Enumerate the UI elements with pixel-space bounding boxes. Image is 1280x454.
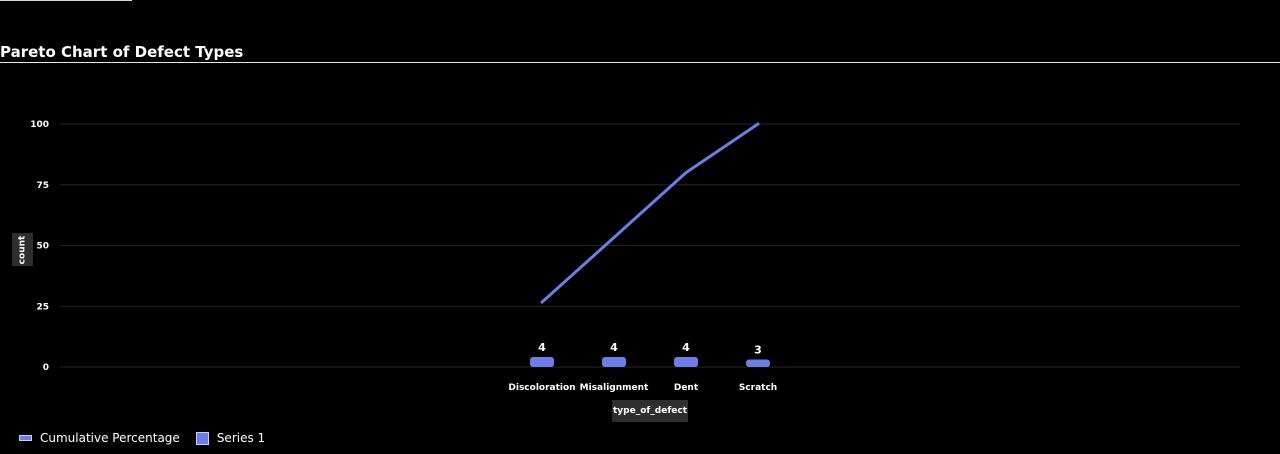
x-axis-title: type_of_defect [612, 400, 688, 422]
x-tick-label: Misalignment [580, 383, 649, 393]
legend-label-series-1: Series 1 [216, 431, 266, 445]
top-divider [0, 0, 132, 1]
chart-legend: Cumulative Percentage Series 1 [19, 431, 281, 445]
cumulative-percentage-line [540, 122, 760, 304]
box-swatch-icon [195, 431, 209, 445]
bar-data-label: 4 [610, 341, 618, 354]
y-tick-label: 50 [36, 242, 49, 252]
y-tick-label: 100 [30, 120, 49, 130]
title-divider [0, 62, 1280, 63]
x-tick-label: Dent [674, 383, 699, 393]
y-tick-label: 0 [43, 363, 49, 373]
legend-label-cumulative: Cumulative Percentage [40, 431, 180, 445]
bar [602, 357, 626, 367]
x-tick-label: Scratch [739, 383, 777, 393]
bar-data-label: 3 [754, 344, 762, 357]
x-tick-label: Discoloration [508, 383, 575, 393]
x-axis-title-text: type_of_defect [612, 406, 688, 416]
bar-data-label: 4 [682, 341, 690, 354]
y-axis-title-text: count [17, 235, 28, 264]
line-swatch-icon [19, 435, 32, 441]
y-tick-label: 25 [36, 302, 49, 312]
bar [674, 357, 698, 367]
y-axis-title: count [12, 233, 33, 266]
chart-title: Pareto Chart of Defect Types [0, 43, 244, 61]
legend-item-series-1[interactable]: Series 1 [195, 431, 266, 445]
bar [746, 359, 770, 367]
bar-data-label: 4 [538, 341, 546, 354]
legend-item-cumulative[interactable]: Cumulative Percentage [19, 431, 180, 445]
bar [530, 357, 554, 367]
y-tick-label: 75 [36, 181, 49, 191]
